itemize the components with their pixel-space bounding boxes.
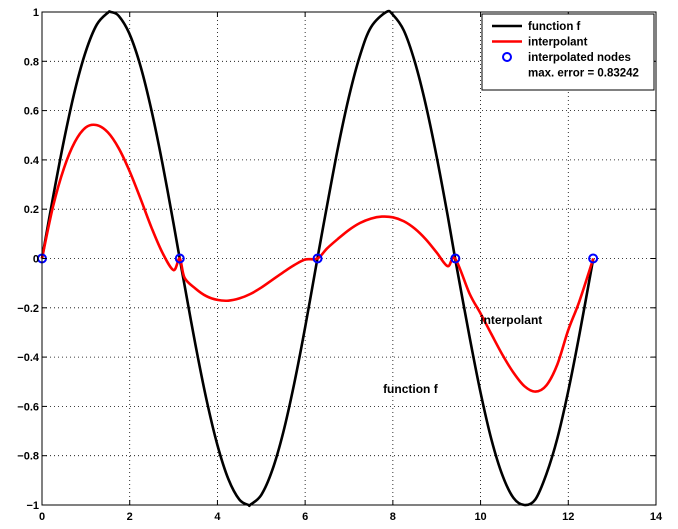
annotation-0: interpolant [480,313,542,327]
x-tick-label-4: 8 [390,511,396,523]
annotation-1: function f [383,382,439,396]
y-tick-label-10: 1 [33,7,39,19]
x-tick-label-2: 4 [214,511,221,523]
node-point-1 [174,253,185,264]
legend-swatch-2 [502,52,512,62]
x-tick-label-7: 14 [650,511,663,523]
y-tick-label-3: −0.4 [17,352,40,364]
legend: function f interpolant interpolated nodes m… [481,13,655,91]
y-tick-label-9: 0.8 [24,56,39,68]
node-point-2 [312,253,323,264]
x-tick-label-1: 2 [127,511,133,523]
legend-label-0: function f [528,21,581,33]
y-tick-label-4: −0.2 [17,303,39,315]
series-line-function-f [40,9,595,508]
x-tick-label-6: 12 [562,511,574,523]
y-tick-label-7: 0.4 [24,155,40,167]
annotations: interpolant function f [383,313,542,396]
y-tick-label-5: 0 [33,254,39,266]
x-tick-label-3: 6 [302,511,308,523]
legend-max-error: max. error = 0.83242 [528,68,639,80]
node-point-3 [450,253,461,264]
series-line-interpolant [40,123,595,393]
axis-ticks: 0 2 4 6 8 10 12 14 −1 −0.8 −0.6 −0.4 −0.2 0 0.2 0.4 0.6 0… [17,7,663,523]
y-tick-label-6: 0.2 [24,204,39,216]
y-tick-label-1: −0.8 [17,451,39,463]
node-point-4 [588,253,599,264]
legend-label-1: interpolant [528,37,588,49]
series-group [40,9,595,508]
legend-label-2: interpolated nodes [528,52,631,64]
y-tick-label-2: −0.6 [17,401,39,413]
x-tick-label-5: 10 [474,511,486,523]
y-tick-label-0: −1 [26,500,39,512]
y-tick-label-8: 0.6 [24,106,39,118]
x-tick-label-0: 0 [39,511,45,523]
